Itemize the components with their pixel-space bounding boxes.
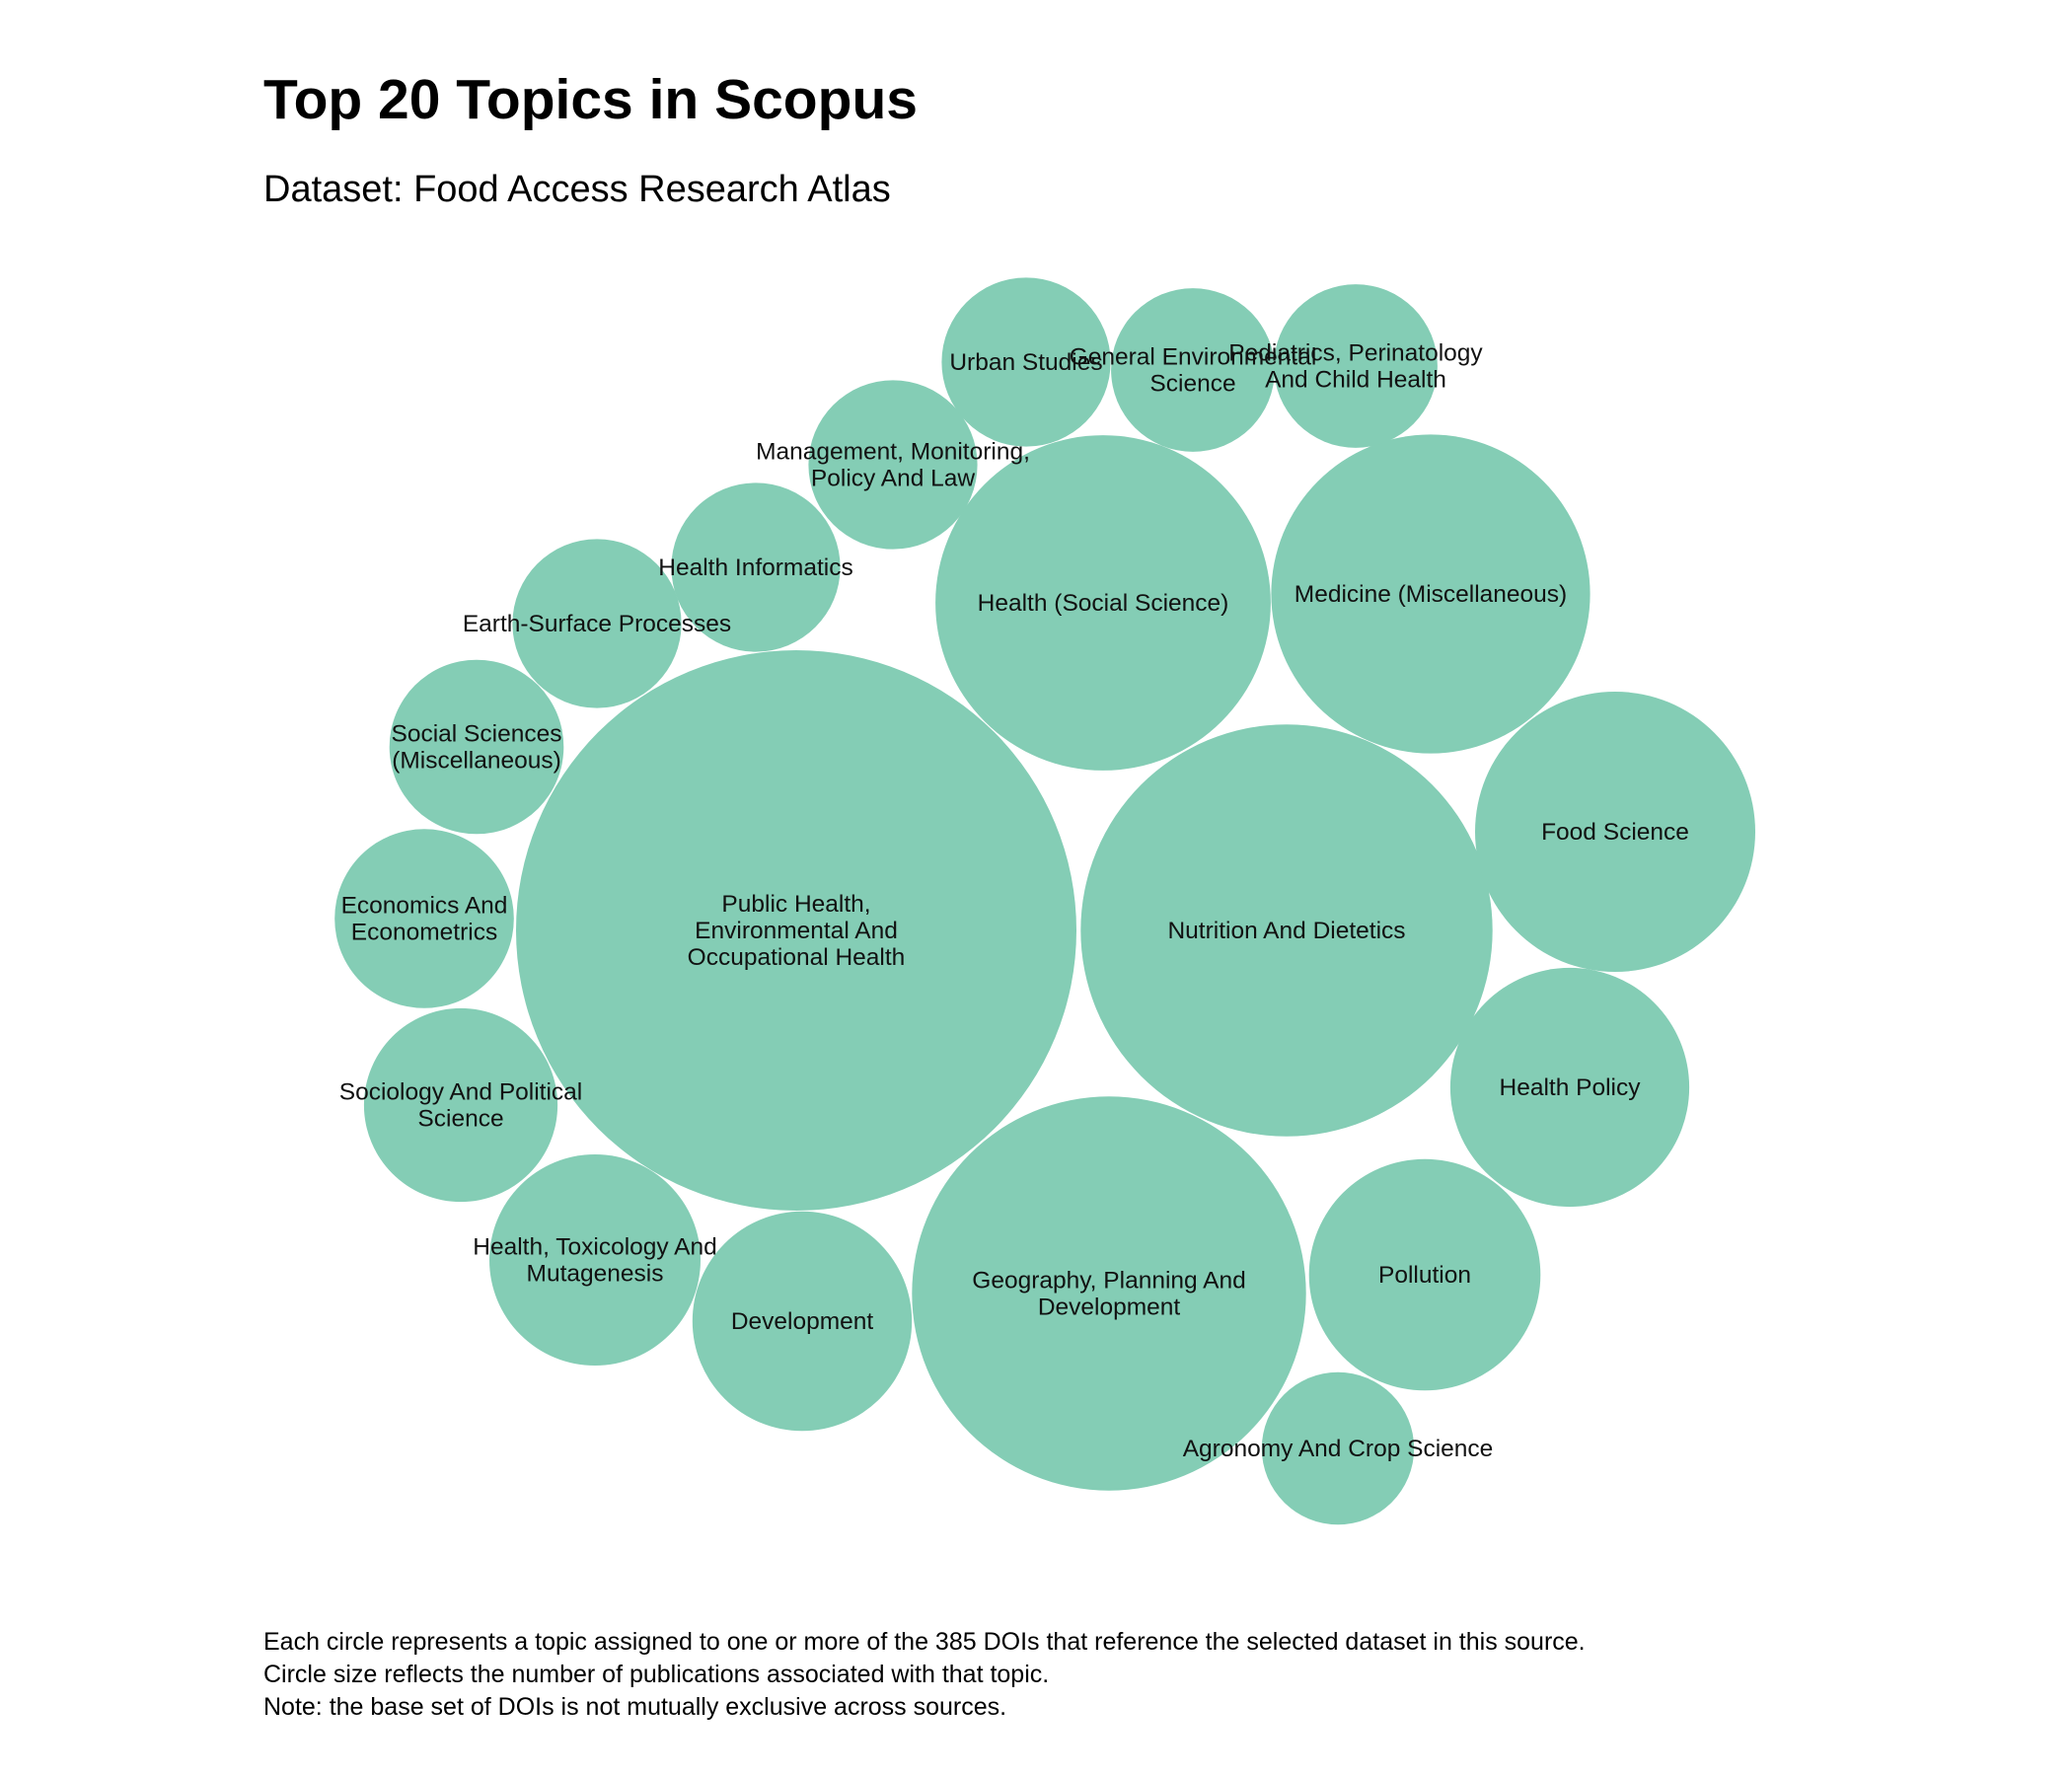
- bubble-8: [692, 1211, 913, 1432]
- bubble-label-19: Agronomy And Crop Science: [1183, 1436, 1494, 1462]
- footnote-line-1: Each circle represents a topic assigned …: [263, 1628, 1586, 1656]
- bubble-label-10: Sociology And Political Science: [339, 1079, 583, 1133]
- bubble-label-2: Geography, Planning And Development: [972, 1268, 1245, 1321]
- footnote-line-2: Circle size reflects the number of publi…: [263, 1661, 1050, 1688]
- bubble-label-15: Management, Monitoring, Policy And Law: [756, 439, 1030, 492]
- bubble-17: [1111, 288, 1275, 452]
- footnote: Each circle represents a topic assigned …: [263, 1626, 1586, 1724]
- bubble-14: [671, 482, 841, 652]
- bubble-label-16: Urban Studies: [949, 349, 1102, 376]
- bubble-label-18: Pediatrics, Perinatology And Child Health: [1228, 340, 1483, 394]
- bubble-label-13: Earth-Surface Processes: [463, 611, 731, 637]
- bubble-label-0: Public Health, Environmental And Occupatio…: [688, 891, 906, 971]
- bubble-5: [1475, 692, 1755, 972]
- bubble-label-8: Development: [731, 1308, 874, 1335]
- bubble-10: [363, 1007, 558, 1203]
- bubble-3: [935, 435, 1271, 771]
- bubble-label-5: Food Science: [1541, 819, 1689, 846]
- bubble-label-3: Health (Social Science): [978, 590, 1229, 617]
- chart-subtitle: Dataset: Food Access Research Atlas: [263, 169, 891, 210]
- bubble-label-6: Health Policy: [1500, 1074, 1642, 1101]
- bubble-19: [1261, 1371, 1415, 1525]
- bubble-1: [1080, 724, 1493, 1137]
- bubble-16: [941, 277, 1111, 447]
- bubble-0: [516, 650, 1076, 1211]
- bubble-label-4: Medicine (Miscellaneous): [1295, 581, 1567, 608]
- bubble-15: [808, 380, 978, 550]
- bubble-7: [1308, 1158, 1541, 1391]
- chart-title: Top 20 Topics in Scopus: [263, 68, 918, 131]
- bubble-18: [1274, 284, 1438, 448]
- bubble-9: [489, 1154, 701, 1366]
- bubble-label-9: Health, Toxicology And Mutagenesis: [473, 1234, 716, 1288]
- bubble-label-17: General Environmental Science: [1070, 344, 1317, 398]
- bubble-label-12: Economics And Econometrics: [341, 893, 508, 946]
- bubble-2: [912, 1096, 1306, 1491]
- bubble-label-14: Health Informatics: [658, 555, 852, 581]
- bubble-13: [512, 539, 682, 708]
- bubble-label-11: Social Sciences (Miscellaneous): [392, 721, 562, 775]
- bubble-label-1: Nutrition And Dietetics: [1167, 918, 1405, 944]
- bubble-4: [1271, 434, 1591, 754]
- bubble-label-7: Pollution: [1378, 1262, 1471, 1289]
- bubble-11: [389, 659, 564, 835]
- footnote-line-3: Note: the base set of DOIs is not mutual…: [263, 1693, 1007, 1721]
- bubble-6: [1449, 967, 1690, 1208]
- bubble-12: [334, 829, 514, 1008]
